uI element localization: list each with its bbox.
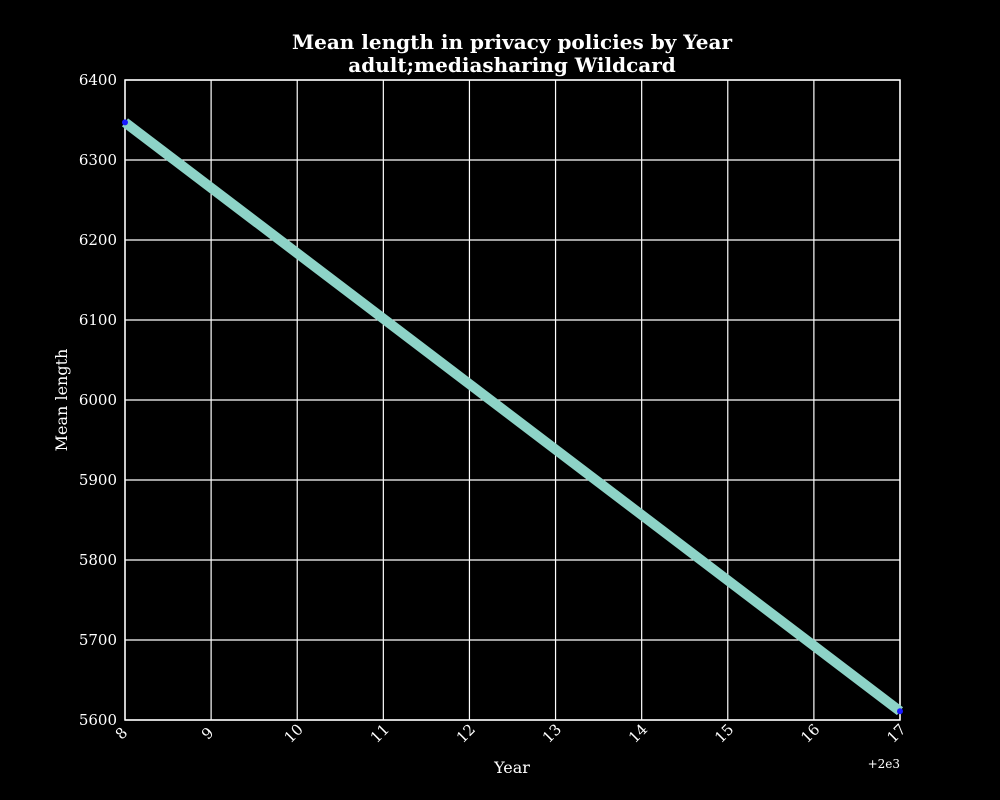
data-point [122,119,128,126]
series-layer [121,118,904,716]
chart-title: Mean length in privacy policies by Year [292,30,733,54]
x-axis-offset-label: +2e3 [868,757,900,771]
y-tick-labels: 5600 5700 5800 5900 6000 6100 6200 6300 6400 [79,71,117,729]
y-tick-label: 6100 [79,311,117,329]
series-line [121,118,904,716]
chart-subtitle: adult;mediasharing Wildcard [348,53,675,77]
y-tick-label: 5800 [79,551,117,569]
y-tick-label: 6400 [79,71,117,89]
y-tick-label: 6200 [79,231,117,249]
y-tick-label: 5600 [79,711,117,729]
y-tick-label: 5900 [79,471,117,489]
y-tick-label: 5700 [79,631,117,649]
data-point [897,708,903,715]
y-tick-label: 6000 [79,391,117,409]
plot-frame [124,79,901,721]
y-axis-label: Mean length [52,349,71,452]
x-axis-label: Year [493,758,530,777]
y-tick-label: 6300 [79,151,117,169]
